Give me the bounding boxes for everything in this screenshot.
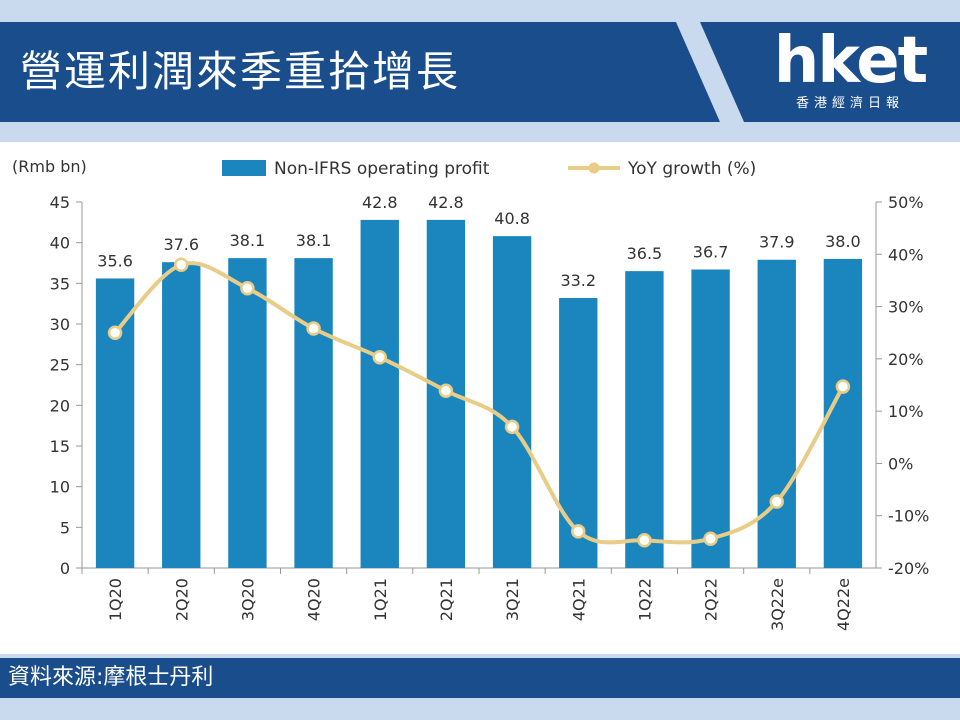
bar-value-label: 36.7: [693, 243, 729, 262]
bar: [228, 258, 267, 568]
y-axis-label: (Rmb bn): [12, 157, 87, 176]
x-tick-label: 1Q21: [371, 578, 390, 621]
bar: [757, 259, 796, 568]
x-tick-label: 1Q22: [635, 578, 654, 621]
header-diagonal-stripe: [676, 22, 744, 122]
yoy-growth-point: [504, 419, 520, 435]
hket-logo-subtitle: 香港經濟日報: [795, 96, 904, 111]
bar-value-label: 37.9: [759, 233, 795, 252]
yoy-growth-point: [571, 524, 586, 539]
y-tick-label-left: 30: [50, 315, 70, 334]
y-tick-label-right: 20%: [888, 350, 924, 369]
bar-value-label: 35.6: [97, 251, 133, 270]
yoy-growth-point: [107, 325, 123, 340]
y-tick-label-left: 15: [50, 437, 70, 456]
bar: [625, 271, 664, 568]
x-tick-label: 3Q22e: [768, 578, 787, 631]
x-tick-label: 4Q20: [305, 578, 324, 621]
x-tick-label: 2Q22: [702, 578, 721, 621]
legend-swatch-bar: [222, 160, 266, 176]
legend-marker-line: [588, 162, 600, 174]
header-background: [0, 22, 960, 122]
legend-label-bar: Non-IFRS operating profit: [274, 159, 490, 179]
chart-area: 0 5 10 15 20 25 30 35 40 45 -20% -10% 0% 10% 20% 30% 40%…: [0, 142, 960, 654]
yoy-growth-line: [113, 261, 845, 545]
yoy-growth-point: [174, 257, 189, 272]
top-strip: [0, 0, 960, 22]
bar: [162, 262, 201, 568]
x-tick-label: 3Q20: [238, 578, 257, 621]
y-tick-label-left: 25: [50, 356, 70, 375]
bar-value-label: 40.8: [494, 209, 530, 228]
bottom-strip: [0, 698, 960, 720]
yoy-growth-point: [637, 533, 652, 548]
y-tick-label-right: 40%: [888, 245, 924, 264]
x-tick-label: 1Q20: [106, 578, 125, 621]
y-tick-label-left: 35: [50, 274, 70, 293]
bar: [95, 278, 135, 568]
bar-value-label: 36.5: [627, 244, 663, 263]
yoy-growth-point: [438, 383, 454, 399]
bar: [492, 236, 532, 568]
bar: [294, 258, 333, 568]
combo-chart: 0 5 10 15 20 25 30 35 40 45 -20% -10% 0% 10% 20% 30% 40%…: [12, 157, 929, 631]
y-tick-label-left: 20: [50, 396, 70, 415]
bar-value-label: 42.8: [428, 193, 464, 212]
yoy-growth-point: [769, 494, 784, 509]
bar: [691, 269, 730, 568]
footer-bar: 資料來源:摩根士丹利: [0, 658, 960, 698]
separator-strip: [0, 122, 960, 142]
page-title: 營運利潤來季重拾增長: [20, 47, 461, 96]
y-tick-label-right: -10%: [888, 507, 929, 526]
hket-logo: hket: [773, 24, 928, 98]
bar: [559, 297, 598, 568]
footer-top-strip: [0, 654, 960, 658]
bar-value-label: 38.1: [230, 231, 266, 250]
yoy-growth-point: [306, 321, 321, 336]
header-banner: 營運利潤來季重拾增長 hket 香港經濟日報: [0, 22, 960, 122]
bar-value-label: 42.8: [362, 193, 398, 212]
y-tick-label-right: 0%: [888, 454, 913, 473]
bar-value-label: 33.2: [560, 271, 596, 290]
y-tick-label-right: -20%: [888, 559, 929, 578]
bar-value-label: 38.1: [296, 231, 332, 250]
y-tick-label-right: 50%: [888, 193, 924, 212]
x-tick-label: 2Q20: [172, 578, 191, 621]
yoy-growth-point: [372, 350, 387, 365]
yoy-growth-point: [240, 281, 255, 296]
bar-value-label: 37.6: [163, 235, 199, 254]
legend-label-line: YoY growth (%): [627, 159, 756, 179]
yoy-growth-point: [835, 379, 851, 394]
x-tick-label: 4Q21: [569, 578, 588, 621]
y-tick-label-left: 0: [60, 559, 70, 578]
y-tick-label-right: 10%: [888, 402, 924, 421]
x-tick-label: 2Q21: [437, 578, 456, 621]
y-tick-label-left: 45: [50, 193, 70, 212]
bar: [360, 219, 399, 568]
y-tick-label-left: 40: [50, 234, 70, 253]
x-tick-label: 4Q22e: [834, 578, 853, 631]
y-tick-label-left: 5: [60, 518, 70, 537]
y-tick-label-right: 30%: [888, 298, 924, 317]
x-tick-label: 3Q21: [503, 578, 522, 621]
yoy-growth-point: [703, 531, 718, 546]
bar-value-label: 38.0: [825, 232, 861, 251]
source-note: 資料來源:摩根士丹利: [8, 665, 214, 690]
header-bar: [0, 22, 960, 122]
y-tick-label-left: 10: [50, 478, 70, 497]
